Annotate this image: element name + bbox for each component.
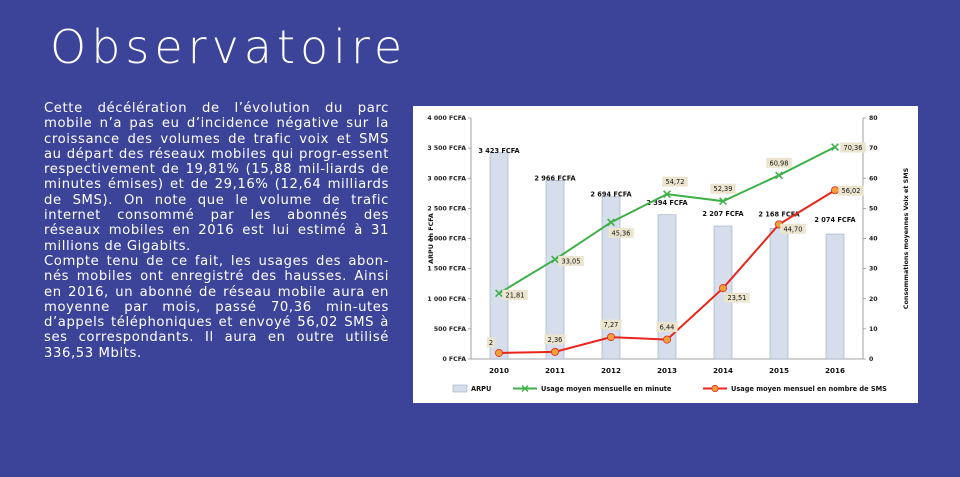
minutes-point — [775, 171, 783, 180]
y-tick-label: 0 FCFA — [442, 356, 466, 363]
y2-tick-label: 60 — [869, 175, 878, 182]
paragraph-2: Compte tenu de ce fait, les usages des a… — [44, 253, 389, 361]
sms-data-label: 23,51 — [728, 294, 747, 302]
minutes-data-label: 54,72 — [666, 178, 685, 186]
bar-data-label: 3 423 FCFA — [478, 147, 520, 155]
minutes-point — [831, 143, 839, 152]
bar — [769, 228, 789, 360]
sms-point — [830, 186, 839, 195]
sms-data-label: 44,70 — [784, 225, 803, 233]
minutes-point — [607, 218, 615, 227]
legend-arpu-label: ARPU — [471, 385, 491, 393]
arpu-usage-chart: 0 FCFA 500 FCFA 1 000 FCFA 1 500 FCFA 2 000 … — [427, 115, 910, 393]
y2-tick-label: 0 — [869, 356, 874, 363]
y2-axis-title: Consommations moyennes Voix et SMS — [902, 167, 910, 309]
y-tick-label: 1 000 FCFA — [427, 296, 466, 303]
sms-data-label-box — [838, 185, 864, 196]
legend-sms-label: Usage moyen mensuel en nombre de SMS — [731, 385, 887, 393]
x-tick-label: 2013 — [657, 366, 677, 375]
sms-data-label-box — [780, 223, 806, 234]
y2-tick-label: 10 — [869, 326, 878, 333]
bar — [489, 152, 509, 360]
minutes-data-label: 60,98 — [770, 159, 789, 167]
minutes-point — [495, 289, 503, 298]
x-tick-label: 2016 — [825, 366, 845, 375]
sms-data-label-box — [724, 292, 750, 303]
bar-data-label: 2 966 FCFA — [534, 174, 576, 182]
y2-tick-label: 70 — [869, 145, 878, 152]
minutes-data-label: 33,05 — [562, 257, 581, 265]
sms-data-label: 2,36 — [548, 336, 563, 344]
minutes-point — [551, 255, 559, 264]
sms-data-label-box — [656, 322, 678, 333]
sms-data-label: 7,27 — [604, 321, 619, 329]
bar — [713, 225, 733, 360]
minutes-data-label: 45,36 — [612, 229, 631, 237]
x-tick-label: 2012 — [601, 366, 621, 375]
sms-data-label: 2 — [489, 339, 493, 347]
x-tick-label: 2010 — [489, 366, 509, 375]
legend-sms-marker — [711, 384, 719, 393]
y2-tick-label: 20 — [869, 296, 878, 303]
x-tick-label: 2011 — [545, 366, 565, 375]
legend-minutes-label: Usage moyen mensuelle en minute — [541, 385, 672, 393]
legend-minutes-marker — [521, 385, 529, 392]
y-tick-label: 3 000 FCFA — [427, 175, 466, 182]
sms-data-label-box — [600, 319, 622, 330]
minutes-data-label-box — [558, 255, 584, 266]
bar-data-label: 2 394 FCFA — [646, 199, 688, 207]
minutes-point — [663, 190, 671, 199]
y2-tick-label: 80 — [869, 115, 878, 122]
y-tick-label: 500 FCFA — [434, 326, 466, 333]
minutes-data-label: 21,81 — [506, 291, 525, 299]
y-tick-label: 2 000 FCFA — [427, 236, 466, 243]
y-tick-label: 4 000 FCFA — [427, 115, 466, 122]
bar — [825, 233, 845, 360]
sms-point — [718, 284, 727, 293]
bar-data-label: 2 074 FCFA — [814, 216, 856, 224]
sms-point — [662, 335, 671, 344]
x-tick-label: 2015 — [769, 366, 789, 375]
minutes-data-label: 52,39 — [714, 185, 733, 193]
chart-panel: 0 FCFA 500 FCFA 1 000 FCFA 1 500 FCFA 2 000 … — [413, 106, 918, 403]
sms-data-label: 56,02 — [842, 187, 861, 195]
bar — [545, 179, 565, 360]
minutes-data-label-box — [710, 183, 736, 194]
sms-point — [606, 333, 615, 342]
minutes-data-label-box — [766, 157, 792, 168]
minutes-data-label-box — [502, 289, 528, 300]
bar-data-label: 2 207 FCFA — [702, 210, 744, 218]
paragraph-1: Cette décélération de l’évolution du par… — [44, 101, 389, 254]
y-tick-label: 1 500 FCFA — [427, 266, 466, 273]
legend-arpu-swatch — [452, 384, 468, 393]
y2-tick-label: 30 — [869, 266, 878, 273]
y-tick-label: 2 500 FCFA — [427, 205, 466, 212]
body-text: Cette décélération de l’évolution du par… — [44, 101, 389, 361]
sms-data-label-box — [486, 337, 496, 348]
minutes-data-label-box — [608, 227, 634, 238]
minutes-data-label-box — [662, 176, 688, 187]
sms-data-label-box — [544, 334, 566, 345]
y-tick-label: 3 500 FCFA — [427, 145, 466, 152]
y2-tick-label: 50 — [869, 205, 878, 212]
minutes-point — [719, 197, 727, 206]
bar-data-label: 2 168 FCFA — [758, 210, 800, 218]
x-tick-label: 2014 — [713, 366, 733, 375]
y-axis-title: ARPU en FCFA — [427, 213, 435, 264]
page-title: Observatoire — [50, 20, 408, 74]
sms-point — [550, 347, 559, 356]
y2-tick-label: 40 — [869, 236, 878, 243]
minutes-data-label-box — [840, 142, 866, 153]
sms-data-label: 6,44 — [660, 324, 675, 332]
sms-point — [495, 348, 504, 357]
minutes-data-label: 70,36 — [844, 144, 863, 152]
bar-data-label: 2 694 FCFA — [590, 191, 632, 199]
